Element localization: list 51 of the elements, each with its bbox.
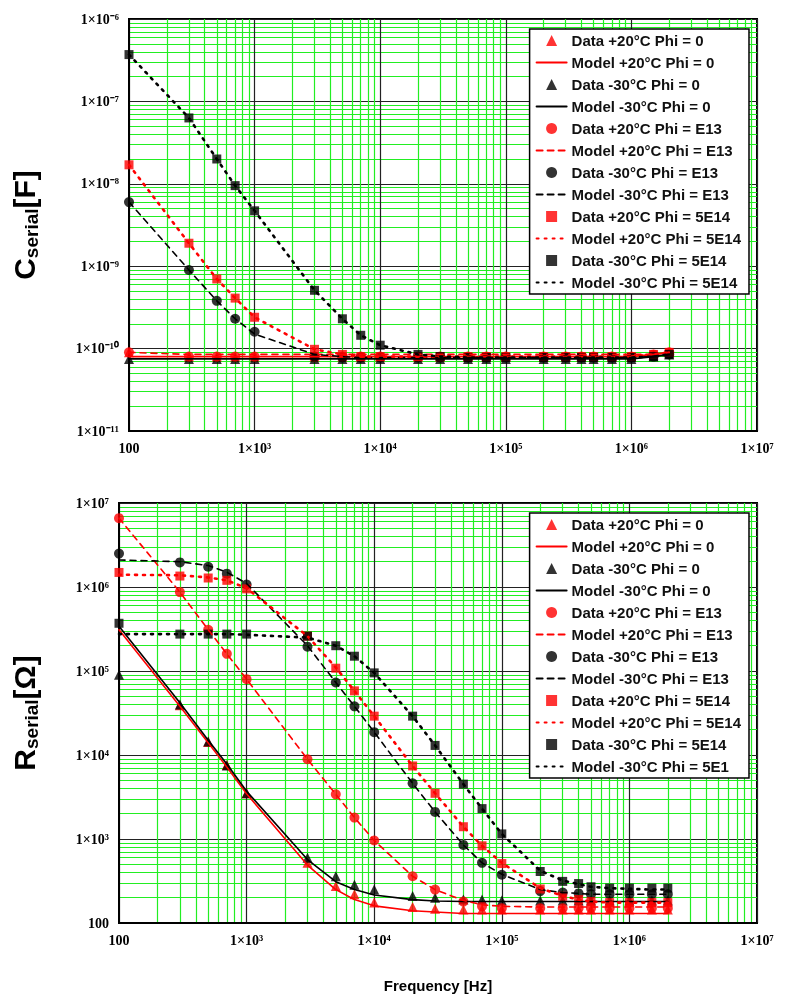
legend-label: Data +20°C Phi = 5E14 [571,208,731,225]
y-tick-label: 1×10⁻¹⁰ [75,340,119,357]
legend-label: Data +20°C Phi = E13 [571,604,722,621]
legend-label: Data -30°C Phi = E13 [571,164,719,181]
y-tick-label: 1×10⁻⁸ [80,176,119,192]
x-tick-label: 1×10⁵ [485,932,519,948]
legend-label: Model -30°C Phi = 5E1 [571,758,729,775]
legend-label: Model +20°C Phi = E13 [571,142,733,159]
legend-label: Data +20°C Phi = E13 [571,120,722,137]
legend-label: Data -30°C Phi = E13 [571,648,719,665]
legend-label: Model -30°C Phi = E13 [571,186,729,203]
y-tick-label: 1×10⁻⁶ [80,11,119,27]
x-tick-label: 1×10⁵ [489,440,523,456]
legend-label: Model -30°C Phi = 0 [571,582,711,599]
x-tick-label: 100 [108,932,130,948]
y-tick-label: 1×10⁷ [75,495,109,511]
x-axis-title: Frequency [Hz] [383,976,493,994]
y-tick-label: 1×10⁻⁷ [80,93,119,109]
legend-label: Data -30°C Phi = 5E14 [571,252,728,269]
legend-label: Model +20°C Phi = 5E14 [571,714,742,731]
x-tick-label: 1×10⁶ [614,440,648,456]
y-tick-label: 100 [88,915,109,931]
y-tick-label: 1×10⁻⁹ [80,258,119,274]
legend-label: Data -30°C Phi = 0 [571,76,700,93]
x-tick-label: 100 [118,440,140,456]
x-tick-label: 1×10⁴ [357,932,392,948]
x-tick-label: 1×10³ [230,932,264,948]
y-tick-label: 1×10⁴ [75,747,110,763]
y-axis-title: Cserial[F] [7,170,42,280]
legend-label: Model +20°C Phi = 0 [571,538,715,555]
legend-label: Data +20°C Phi = 0 [571,516,704,533]
legend-label: Model -30°C Phi = 0 [571,98,711,115]
y-tick-label: 1×10³ [75,831,109,847]
legend-label: Data +20°C Phi = 5E14 [571,692,731,709]
legend-label: Model +20°C Phi = E13 [571,626,733,643]
y-tick-label: 1×10⁶ [75,579,109,595]
x-tick-label: 1×10⁴ [363,440,398,456]
y-tick-label: 1×10⁻¹¹ [76,423,119,439]
legend-label: Model -30°C Phi = E13 [571,670,729,687]
x-tick-label: 1×10⁶ [612,932,646,948]
y-tick-label: 1×10⁵ [75,663,109,679]
x-tick-label: 1×10³ [238,440,272,456]
legend-label: Model +20°C Phi = 5E14 [571,230,742,247]
x-tick-label: 1×10⁷ [740,932,774,948]
legend-label: Data -30°C Phi = 5E14 [571,736,728,753]
legend-label: Model +20°C Phi = 0 [571,54,715,71]
y-axis-title: Rserial[Ω] [7,655,42,771]
legend-label: Model -30°C Phi = 5E14 [571,274,738,291]
x-tick-label: 1×10⁷ [740,440,774,456]
legend-label: Data +20°C Phi = 0 [571,32,704,49]
legend-label: Data -30°C Phi = 0 [571,560,700,577]
